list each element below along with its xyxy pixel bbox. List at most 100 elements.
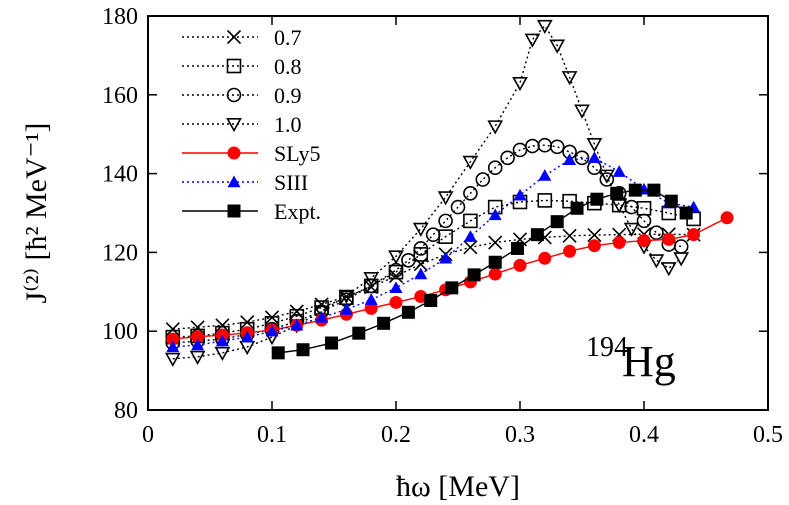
data-point (271, 346, 285, 360)
data-point (587, 227, 602, 243)
plot-frame (147, 15, 769, 411)
data-point (570, 201, 584, 215)
x-tick-label: 0.2 (381, 422, 411, 448)
series-line (172, 24, 682, 360)
data-point (240, 330, 254, 343)
legend-item: SIII (182, 170, 308, 195)
legend-marker (226, 87, 242, 103)
data-point (549, 39, 566, 54)
series-line (172, 157, 694, 348)
y-tick-label: 140 (102, 162, 138, 188)
data-point (389, 281, 403, 294)
legend-label: 0.8 (274, 54, 302, 79)
data-point (590, 192, 604, 206)
data-point (549, 139, 565, 155)
data-point (488, 255, 502, 269)
legend-marker (226, 58, 242, 74)
data-point (538, 169, 552, 181)
series-layer (164, 19, 734, 367)
y-tick-label: 80 (114, 398, 138, 424)
nucleus-annotation: 194 Hg (586, 332, 676, 386)
y-tick-label: 160 (102, 83, 138, 109)
data-point (338, 289, 355, 304)
data-point (363, 278, 379, 294)
data-point (664, 194, 678, 208)
data-point (191, 330, 205, 344)
data-point (612, 236, 626, 250)
series-line (278, 189, 687, 354)
series-line (172, 199, 694, 338)
legend-marker (227, 146, 241, 160)
data-point (315, 310, 329, 323)
nucleus-mass-number: 194 (586, 332, 628, 363)
y-axis-label: J⁽²⁾ [ħ² MeV⁻¹] (20, 123, 53, 304)
data-point (438, 213, 453, 229)
data-point (215, 334, 229, 347)
legend-item: Expt. (182, 199, 321, 224)
y-tick-label: 100 (102, 319, 138, 345)
data-point (562, 228, 577, 243)
data-point (425, 227, 441, 242)
data-point (488, 267, 502, 281)
data-point (524, 33, 541, 48)
data-point (165, 322, 180, 337)
data-point (587, 160, 602, 175)
data-point (401, 305, 415, 319)
data-point (636, 200, 652, 216)
data-point (586, 138, 603, 153)
data-point (325, 336, 339, 350)
legend-item: SLy5 (182, 141, 320, 166)
data-point (389, 295, 403, 309)
data-point (189, 350, 206, 365)
data-point (164, 352, 181, 367)
data-point (647, 183, 661, 197)
data-point (599, 172, 615, 187)
data-point (215, 318, 230, 333)
data-point (363, 272, 380, 287)
x-tick-label: 0.1 (257, 422, 287, 448)
data-point (463, 213, 478, 229)
data-point (525, 138, 540, 154)
data-point (662, 232, 676, 246)
data-point (687, 228, 701, 242)
data-point (500, 150, 515, 166)
data-point (488, 208, 502, 221)
x-tick-label: 0.4 (629, 422, 659, 448)
data-point (587, 239, 601, 253)
legend-marker (226, 29, 242, 45)
data-point (296, 343, 310, 357)
data-point (563, 244, 577, 258)
x-axis-label: ħω [MeV] (396, 470, 520, 503)
legend-label: Expt. (274, 199, 321, 224)
data-point (191, 338, 205, 351)
data-point (364, 293, 378, 305)
data-point (414, 267, 428, 280)
data-point (612, 165, 626, 177)
legend-label: SIII (274, 170, 308, 195)
x-tick-label: 0 (142, 422, 154, 448)
data-point (487, 160, 503, 175)
data-point (445, 281, 459, 295)
data-point (414, 290, 428, 304)
legend: 0.7 0.8 0.9 1.0 SLy5 SIII Expt. (182, 25, 321, 224)
data-point (673, 252, 690, 267)
data-point (623, 222, 640, 237)
data-point (628, 183, 642, 197)
data-point (364, 301, 378, 315)
legend-item: 1.0 (182, 112, 302, 137)
data-point (536, 19, 553, 34)
data-point (574, 104, 590, 119)
data-point (561, 71, 578, 86)
legend-item: 0.8 (182, 54, 302, 79)
data-point (636, 213, 652, 229)
data-point (637, 234, 651, 248)
legend-marker (227, 175, 241, 188)
data-point (610, 186, 624, 200)
series-3 (164, 19, 690, 367)
y-tick-label: 120 (102, 240, 138, 266)
data-point (166, 340, 180, 353)
data-point (563, 153, 577, 166)
nucleus-element: Hg (622, 337, 676, 386)
data-point (562, 193, 577, 209)
data-point (463, 230, 477, 242)
